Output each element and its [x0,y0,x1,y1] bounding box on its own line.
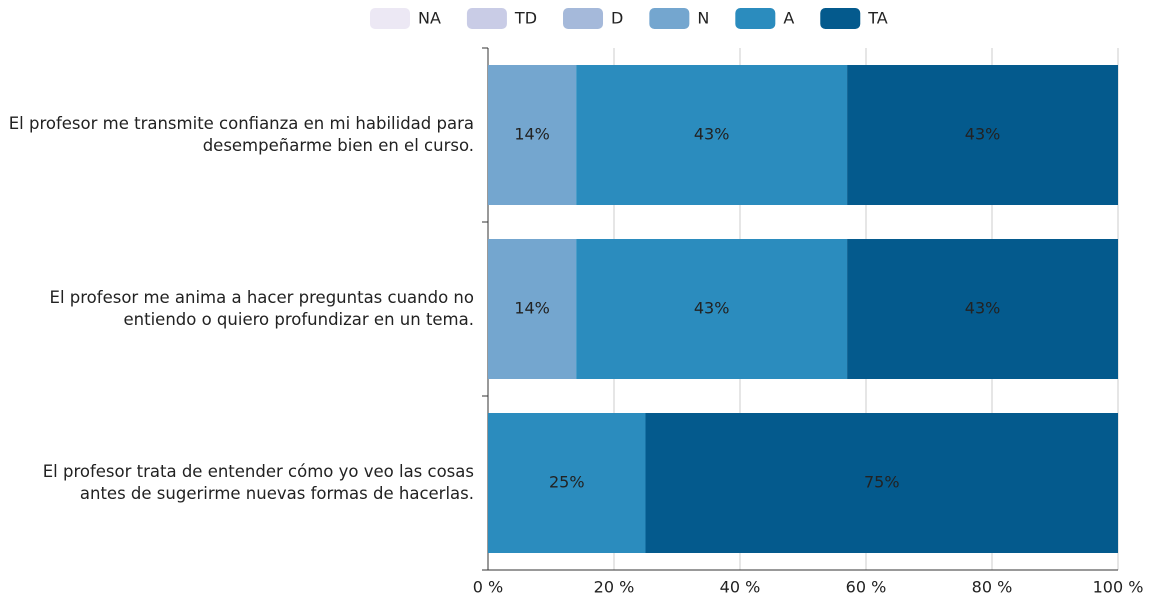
bar-segment [847,239,1118,379]
category-label: El profesor trata de entender cómo yo ve… [42,462,474,503]
bar-segment [645,413,1118,553]
bar-segment [847,65,1118,205]
x-tick-label: 40 % [720,578,761,597]
legend-label: TD [514,9,537,28]
x-tick-label: 100 % [1093,578,1144,597]
data-label: 43% [965,125,1001,144]
legend-label: TA [867,9,888,28]
legend-swatch [649,8,690,29]
data-label: 25% [549,473,585,492]
data-label: 75% [864,473,900,492]
bar-segment [488,65,577,205]
bar-segment [576,239,848,379]
data-label: 43% [965,299,1001,318]
bar-segment [576,65,848,205]
category-label: El profesor me anima a hacer preguntas c… [49,288,474,329]
legend-swatch [370,8,410,29]
legend-label: N [697,9,709,28]
category-label: El profesor me transmite confianza en mi… [8,114,474,155]
legend-label: A [783,9,794,28]
data-label: 43% [694,299,730,318]
data-label: 14% [514,125,550,144]
x-tick-label: 80 % [972,578,1013,597]
x-tick-label: 20 % [594,578,635,597]
data-label: 14% [514,299,550,318]
data-label: 43% [694,125,730,144]
legend-label: NA [418,9,441,28]
x-tick-label: 60 % [846,578,887,597]
legend-swatch [466,8,507,29]
legend-swatch [563,8,604,29]
legend-swatch [735,8,776,29]
legend-swatch [820,8,861,29]
x-tick-label: 0 % [473,578,503,597]
bar-segment [488,413,646,553]
legend-label: D [611,9,623,28]
bar-segment [488,239,577,379]
